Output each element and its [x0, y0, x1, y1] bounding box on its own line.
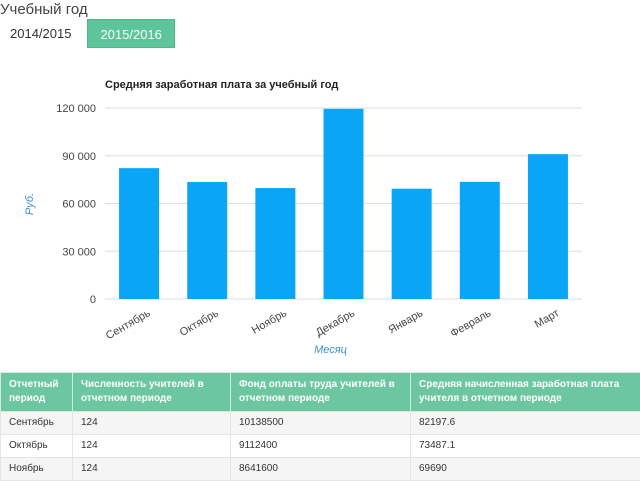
table-header-row: Отчетный период Численность учителей в о… [1, 373, 640, 412]
chart-title: Средняя заработная плата за учебный год [105, 79, 338, 91]
bar [460, 182, 500, 299]
tab-2014-2015[interactable]: 2014/2015 [0, 19, 81, 48]
x-tick-label: Январь [386, 307, 425, 336]
table-row: Октябрь 124 9112400 73487.1 [1, 435, 640, 458]
table-cell: 82197.6 [411, 412, 640, 435]
table-cell: 69690 [411, 458, 640, 481]
bar [392, 189, 432, 299]
y-tick-label: 90 000 [62, 151, 96, 163]
table-cell: Сентябрь [1, 412, 73, 435]
table-cell: Октябрь [1, 435, 73, 458]
table-cell: Ноябрь [1, 458, 73, 481]
table-cell: 124 [73, 435, 231, 458]
table-cell: 9112400 [231, 435, 411, 458]
x-tick-label: Октябрь [178, 307, 221, 339]
bar [255, 188, 295, 299]
column-header-teachers: Численность учителей в отчетном периоде [73, 373, 231, 412]
salary-chart: Средняя заработная плата за учебный год 0… [0, 62, 640, 362]
y-axis-title: Руб. [24, 193, 36, 215]
x-tick-label: Февраль [449, 307, 494, 340]
bar [324, 109, 364, 299]
table-cell: 124 [73, 458, 231, 481]
x-axis-title: Месяц [314, 344, 347, 356]
y-tick-label: 0 [90, 294, 96, 306]
salary-table: Отчетный период Численность учителей в о… [0, 372, 640, 481]
table-row: Ноябрь 124 8641600 69690 [1, 458, 640, 481]
bar [119, 168, 159, 299]
x-tick-label: Сентябрь [104, 307, 153, 342]
table-cell: 124 [73, 412, 231, 435]
x-tick-label: Март [533, 307, 562, 331]
column-header-payroll: Фонд оплаты труда учителей в отчетном пе… [231, 373, 411, 412]
page-title: Учебный год [0, 0, 88, 20]
y-tick-label: 30 000 [62, 246, 96, 258]
y-tick-label: 60 000 [62, 199, 96, 211]
table-cell: 73487.1 [411, 435, 640, 458]
x-tick-label: Ноябрь [250, 307, 289, 337]
table-cell: 8641600 [231, 458, 411, 481]
table-row: Сентябрь 124 10138500 82197.6 [1, 412, 640, 435]
table-cell: 10138500 [231, 412, 411, 435]
column-header-avg-salary: Средняя начисленная заработная плата учи… [411, 373, 640, 412]
x-tick-label: Декабрь [314, 307, 357, 339]
column-header-period: Отчетный период [1, 373, 73, 412]
bar [528, 154, 568, 299]
y-tick-label: 120 000 [56, 103, 96, 115]
bar [187, 182, 227, 299]
year-tabs: 2014/2015 2015/2016 [0, 19, 175, 48]
tab-2015-2016[interactable]: 2015/2016 [87, 19, 174, 48]
chart-svg: Средняя заработная плата за учебный год 0… [0, 62, 640, 362]
